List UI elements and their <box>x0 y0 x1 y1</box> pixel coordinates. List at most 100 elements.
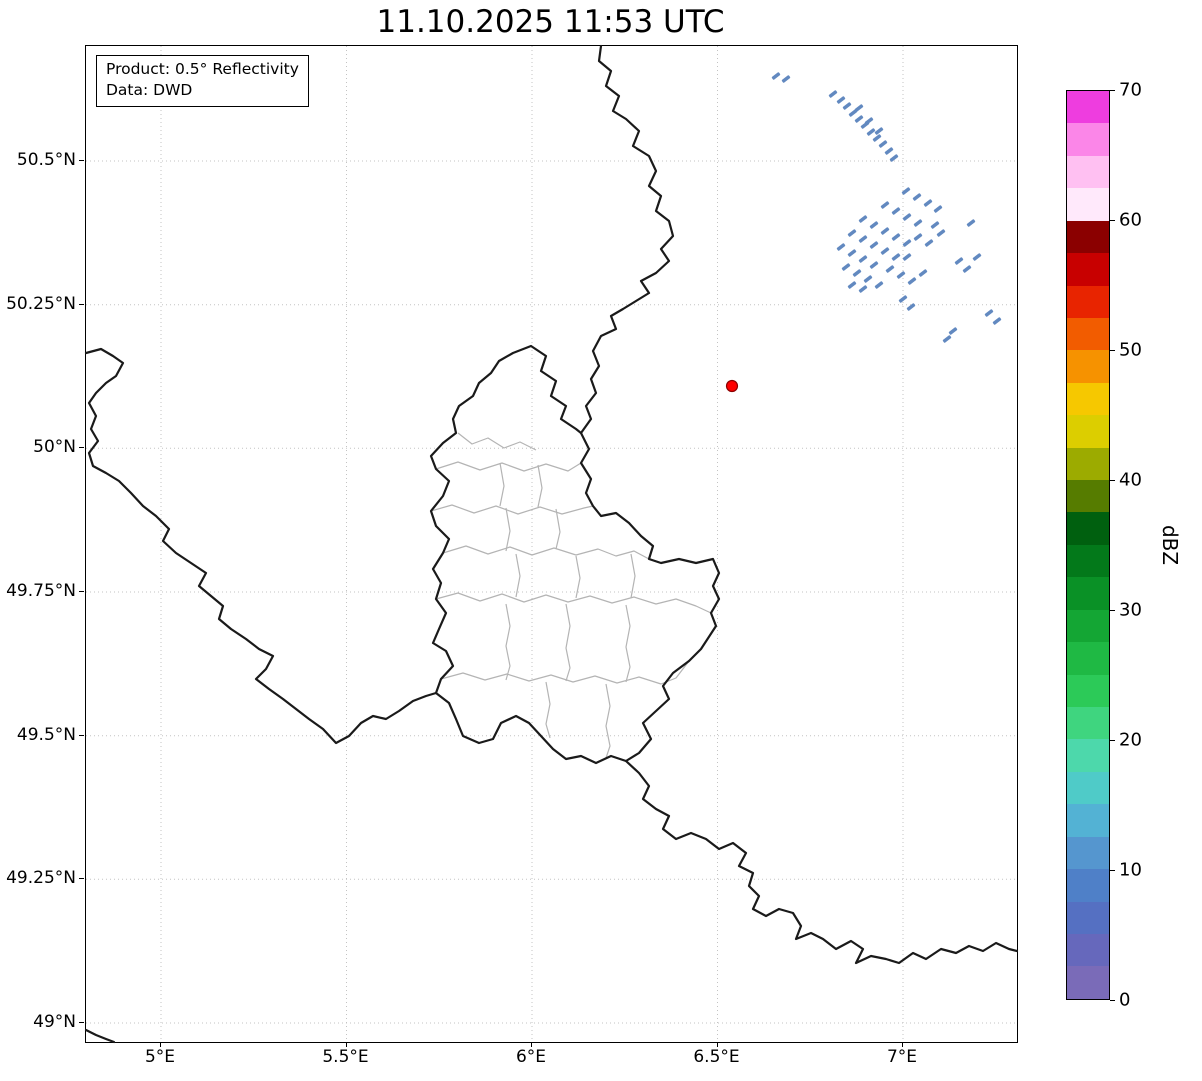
colorbar-segment <box>1067 869 1109 902</box>
lon-tick-mark <box>345 1042 347 1047</box>
radar-echoes <box>771 72 1002 343</box>
radar-echo-pixel <box>836 243 846 251</box>
radar-echo-pixel <box>847 249 857 257</box>
luxembourg-canton-borders <box>430 432 712 759</box>
colorbar-tick-label: 0 <box>1119 989 1131 1011</box>
radar-echo-pixel <box>923 199 933 207</box>
colorbar-segment <box>1067 415 1109 448</box>
radar-echo-pixel <box>869 241 879 249</box>
radar-echo-pixel <box>841 263 851 271</box>
radar-echo-pixel <box>898 295 908 303</box>
colorbar-segment <box>1067 933 1109 967</box>
lat-tick-mark <box>79 591 84 592</box>
radar-echo-pixel <box>880 201 890 209</box>
radar-echo-pixel <box>902 213 912 221</box>
radar-echo-pixel <box>954 257 964 265</box>
radar-echo-pixel <box>907 277 917 285</box>
radar-echo-pixel <box>933 205 943 213</box>
radar-echo-pixel <box>858 215 868 223</box>
product-info-line1: Product: 0.5° Reflectivity <box>106 60 299 78</box>
plot-title: 11.10.2025 11:53 UTC <box>376 4 725 40</box>
radar-echo-pixel <box>869 221 879 229</box>
lat-tick-label: 49.25°N <box>6 868 76 889</box>
colorbar <box>1066 90 1110 1000</box>
colorbar-tick-label: 70 <box>1119 79 1142 101</box>
radar-echo-pixel <box>874 127 884 135</box>
lat-tick-mark <box>79 303 84 305</box>
radar-echo-pixel <box>891 233 901 241</box>
france-germany-border <box>624 759 1019 965</box>
lat-tick-label: 49.5°N <box>16 724 76 745</box>
radar-echo-pixel <box>848 109 858 117</box>
lon-tick-label: 5°E <box>144 1047 176 1067</box>
radar-echo-pixel <box>901 187 911 195</box>
colorbar-segment <box>1067 317 1109 351</box>
lat-tick-mark <box>79 160 84 161</box>
colorbar-tick-mark <box>1110 90 1115 91</box>
product-info-line2: Data: DWD <box>106 80 193 99</box>
map-plot-area <box>84 44 1019 1044</box>
colorbar-segment <box>1067 739 1109 772</box>
radar-echo-pixel <box>992 317 1002 325</box>
colorbar-tick-mark <box>1110 480 1115 481</box>
colorbar-segment <box>1067 804 1109 837</box>
colorbar-tick-label: 30 <box>1119 599 1142 621</box>
radar-echo-pixel <box>948 327 958 335</box>
radar-echo-pixel <box>896 271 906 279</box>
colorbar-segment <box>1067 220 1109 254</box>
lat-tick-mark <box>79 447 84 449</box>
radar-echo-pixel <box>902 239 912 247</box>
lat-tick-mark <box>79 734 84 736</box>
radar-echo-pixel <box>781 75 791 83</box>
colorbar-tick-label: 60 <box>1119 209 1142 231</box>
radar-echo-pixel <box>918 269 928 277</box>
radar-echo-pixel <box>913 219 923 227</box>
radar-echo-pixel <box>854 104 864 112</box>
radar-echo-pixel <box>858 255 868 263</box>
radar-echo-pixel <box>962 265 972 273</box>
colorbar-segment <box>1067 123 1109 156</box>
colorbar-segment <box>1067 382 1109 416</box>
colorbar-segment <box>1067 642 1109 675</box>
lat-tick-label: 50.5°N <box>16 150 76 170</box>
radar-echo-pixel <box>866 128 876 136</box>
radar-echo-pixel <box>847 229 857 237</box>
radar-echo-pixel <box>889 154 899 162</box>
radar-echo-pixel <box>847 281 857 289</box>
radar-echo-pixel <box>858 235 868 243</box>
lon-tick-label: 6°E <box>515 1047 547 1067</box>
colorbar-segment <box>1067 91 1109 124</box>
radar-echo-pixel <box>930 221 940 229</box>
radar-echo-pixel <box>880 247 890 255</box>
colorbar-tick-label: 50 <box>1119 339 1142 361</box>
radar-echo-pixel <box>906 303 916 311</box>
radar-echo-pixel <box>984 309 994 317</box>
lat-tick-label: 49.75°N <box>6 581 76 601</box>
colorbar-segment <box>1067 901 1109 934</box>
colorbar-segment <box>1067 771 1109 805</box>
map-svg <box>84 44 1019 1044</box>
colorbar-segment <box>1067 480 1109 513</box>
radar-echo-pixel <box>863 275 873 283</box>
radar-echo-pixel <box>884 147 894 155</box>
colorbar-segment <box>1067 155 1109 189</box>
radar-echo-pixel <box>891 253 901 261</box>
colorbar-segment <box>1067 350 1109 383</box>
radar-echo-pixel <box>972 253 982 261</box>
radar-echo-pixel <box>942 335 952 343</box>
radar-echo-pixel <box>913 233 923 241</box>
colorbar-segment <box>1067 188 1109 221</box>
product-info-box: Product: 0.5° Reflectivity Data: DWD <box>96 55 309 107</box>
lon-tick-mark <box>716 1042 718 1047</box>
lon-tick-mark <box>531 1042 532 1047</box>
lat-tick-label: 50°N <box>33 437 76 458</box>
lat-tick-mark <box>79 878 84 880</box>
radar-echo-pixel <box>852 269 862 277</box>
radar-echo-pixel <box>936 229 946 237</box>
lon-tick-mark <box>160 1042 161 1047</box>
colorbar-segment <box>1067 512 1109 545</box>
radar-site-marker <box>725 379 739 393</box>
radar-echo-pixel <box>869 261 879 269</box>
colorbar-tick-mark <box>1110 1000 1115 1001</box>
